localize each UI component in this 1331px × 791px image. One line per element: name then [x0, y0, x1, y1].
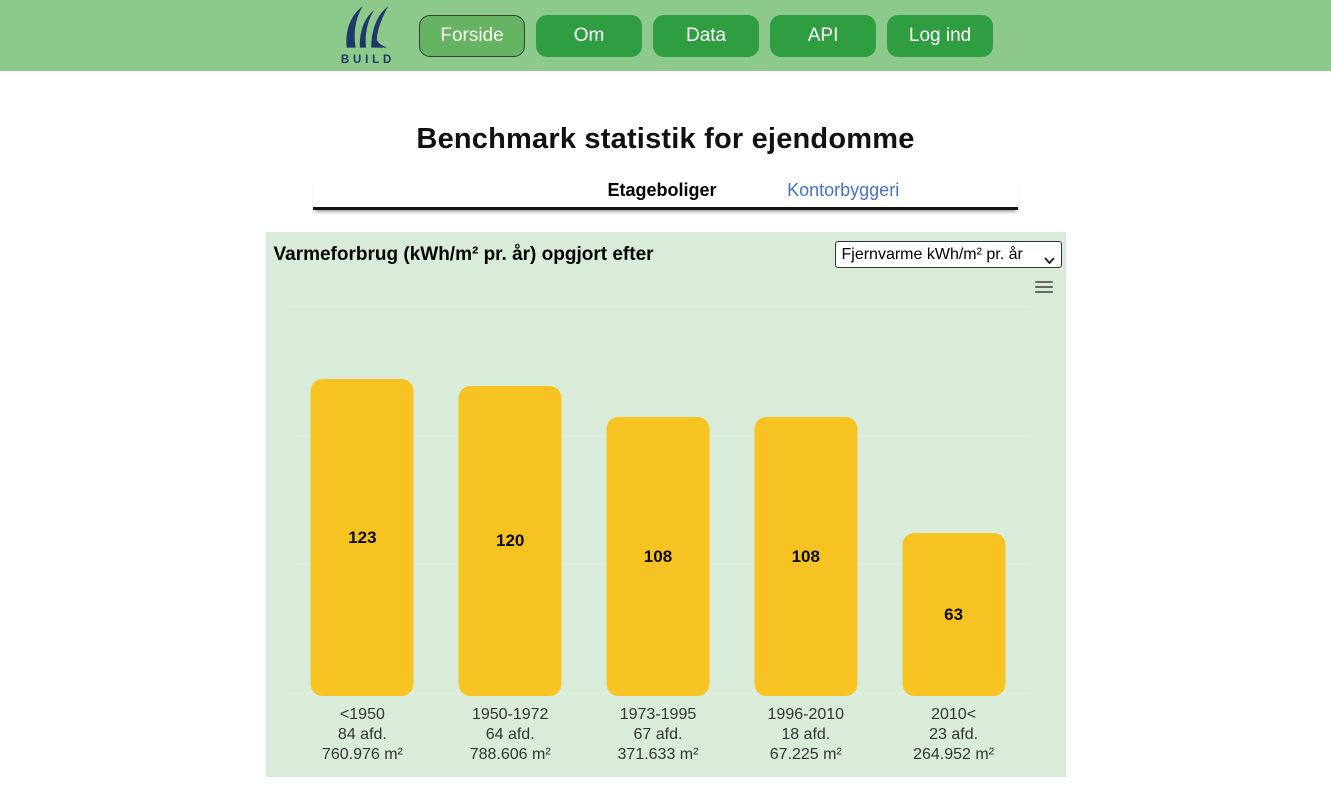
build-logo-icon — [343, 5, 390, 53]
bar-value-label: 123 — [348, 527, 377, 547]
bar-<1950[interactable]: 123 — [310, 379, 414, 696]
category-label-line: 84 afd. — [337, 726, 387, 743]
tab-etageboliger[interactable]: Etageboliger — [607, 180, 717, 200]
category-label: 1996-2010 18 afd. 67.225 m² — [732, 705, 880, 765]
chart-column: 123 — [289, 232, 437, 696]
build-logo-text: BUILD — [340, 53, 396, 66]
nav-button-om[interactable]: Om — [536, 14, 643, 57]
chart-panel: Varmeforbrug (kWh/m² pr. år) opgjort eft… — [265, 232, 1066, 777]
category-label: 2010< 23 afd. 264.952 m² — [880, 705, 1028, 765]
category-label-line: 2010< — [931, 706, 977, 723]
category-label-line: 760.976 m² — [321, 746, 403, 763]
category-label-line: 1996-2010 — [767, 706, 845, 723]
unit-select[interactable]: Fjernvarme kWh/m² pr. år — [834, 241, 1062, 268]
chart-category-axis: <1950 84 afd. 760.976 m² 1950-1972 64 afd. 78… — [289, 705, 1028, 765]
chart-title: Varmeforbrug (kWh/m² pr. år) opgjort eft… — [273, 244, 654, 265]
bar-1996-2010[interactable]: 108 — [754, 417, 858, 696]
tab-bar: Etageboliger Kontorbyggeri — [313, 176, 1018, 210]
bar-1973-1995[interactable]: 108 — [606, 417, 710, 696]
bar-value-label: 108 — [643, 546, 673, 566]
tab-kontorbyggeri[interactable]: Kontorbyggeri — [787, 180, 900, 200]
category-label: <1950 84 afd. 760.976 m² — [289, 705, 437, 765]
category-label-line: 264.952 m² — [913, 746, 995, 763]
chart-column: 120 — [436, 232, 584, 696]
bar-2010<[interactable]: 63 — [902, 533, 1006, 696]
chart-menu-hamburger-icon[interactable] — [1034, 279, 1054, 295]
chart-plot-area: 123 120 108 108 63 — [289, 232, 1028, 696]
nav-button-data[interactable]: Data — [653, 14, 760, 57]
nav-button-forside[interactable]: Forside — [419, 14, 526, 57]
category-label-line: 1950-1972 — [471, 706, 549, 723]
bar-value-label: 120 — [496, 531, 525, 550]
chart-column: 108 — [584, 232, 732, 696]
category-label-line: 64 afd. — [485, 726, 535, 743]
category-label: 1950-1972 64 afd. 788.606 m² — [436, 705, 584, 765]
category-label: 1973-1995 67 afd. 371.633 m² — [584, 705, 732, 765]
category-label-line: 23 afd. — [929, 726, 979, 743]
category-label-line: 18 afd. — [781, 726, 831, 743]
category-label-line: 371.633 m² — [617, 746, 699, 763]
nav-button-login[interactable]: Log ind — [887, 14, 994, 57]
category-label-line: 67.225 m² — [769, 746, 842, 763]
page-title: Benchmark statistik for ejendomme — [416, 123, 915, 155]
gridline — [288, 306, 1028, 307]
bar-1950-1972[interactable]: 120 — [458, 386, 562, 696]
main-nav: Forside Om Data API Log ind — [419, 14, 994, 57]
category-label-line: 788.606 m² — [469, 746, 551, 763]
header: BUILD Forside Om Data API Log ind — [0, 0, 1331, 71]
nav-button-api[interactable]: API — [770, 14, 877, 57]
chart-column: 108 — [732, 232, 880, 696]
chart-column: 63 — [880, 232, 1028, 696]
category-label-line: <1950 — [339, 706, 385, 723]
category-label-line: 1973-1995 — [619, 706, 697, 723]
bar-value-label: 108 — [791, 546, 820, 566]
category-label-line: 67 afd. — [633, 726, 683, 743]
bar-value-label: 63 — [944, 604, 964, 624]
build-logo[interactable]: BUILD — [338, 5, 396, 66]
unit-select-wrapper: Fjernvarme kWh/m² pr. år — [834, 241, 1062, 268]
